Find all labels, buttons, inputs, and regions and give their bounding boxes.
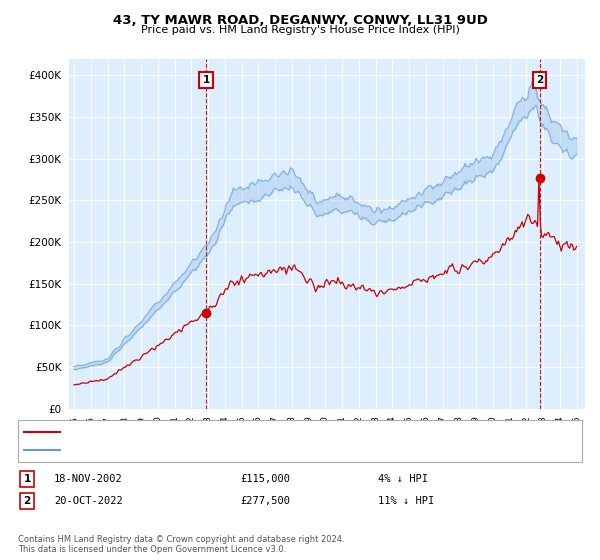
Text: 20-OCT-2022: 20-OCT-2022 (54, 496, 123, 506)
Text: £277,500: £277,500 (240, 496, 290, 506)
Text: HPI: Average price, detached house, Conwy: HPI: Average price, detached house, Conw… (63, 446, 260, 455)
Text: 4% ↓ HPI: 4% ↓ HPI (378, 474, 428, 484)
Text: 2: 2 (536, 74, 543, 85)
Text: Contains HM Land Registry data © Crown copyright and database right 2024.
This d: Contains HM Land Registry data © Crown c… (18, 535, 344, 554)
Text: 1: 1 (23, 474, 31, 484)
Text: 11% ↓ HPI: 11% ↓ HPI (378, 496, 434, 506)
Text: 1: 1 (202, 74, 209, 85)
Text: £115,000: £115,000 (240, 474, 290, 484)
Text: Price paid vs. HM Land Registry's House Price Index (HPI): Price paid vs. HM Land Registry's House … (140, 25, 460, 35)
Text: 2: 2 (23, 496, 31, 506)
Text: 43, TY MAWR ROAD, DEGANWY, CONWY, LL31 9UD: 43, TY MAWR ROAD, DEGANWY, CONWY, LL31 9… (113, 14, 487, 27)
Text: 43, TY MAWR ROAD, DEGANWY, CONWY, LL31 9UD (detached house): 43, TY MAWR ROAD, DEGANWY, CONWY, LL31 9… (63, 427, 375, 436)
Text: 18-NOV-2002: 18-NOV-2002 (54, 474, 123, 484)
